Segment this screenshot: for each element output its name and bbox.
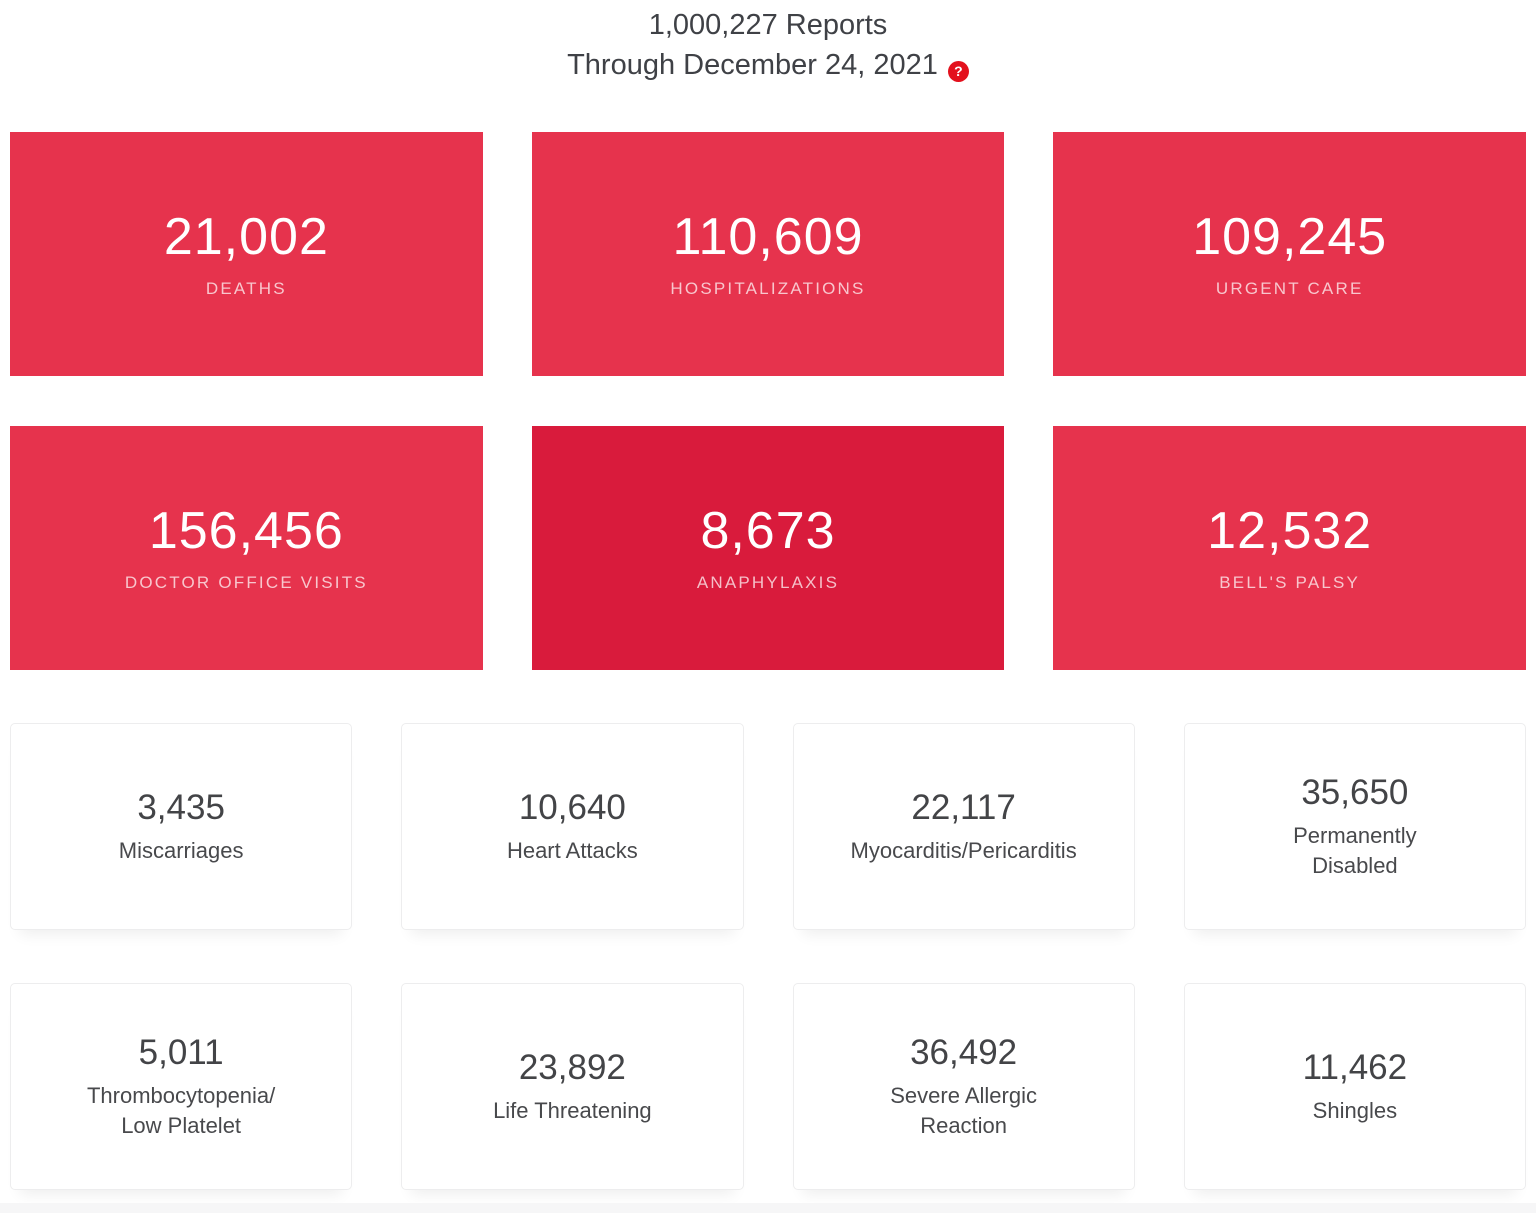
report-count-title: 1,000,227 Reports (648, 9, 888, 41)
stat-label: URGENT CARE (1215, 279, 1364, 299)
stat-value: 22,117 (911, 788, 1016, 827)
stat-label: ANAPHYLAXIS (696, 573, 840, 593)
stat-label: Heart Attacks (506, 838, 638, 863)
stat-label: DOCTOR OFFICE VISITS (124, 573, 368, 593)
stat-value: 10,640 (518, 788, 626, 827)
stat-card-urgent-care: 109,245 URGENT CARE (1053, 132, 1527, 376)
stat-card-grid: 21,002 DEATHS 110,609 HOSPITALIZATIONS 1… (0, 132, 1536, 1190)
stat-value: 5,011 (138, 1033, 224, 1072)
stat-label: Severe Allergic Reaction (890, 1083, 1037, 1138)
stat-card-life-threatening: 23,892 Life Threatening (401, 983, 744, 1190)
stat-card-miscarriages: 3,435 Miscarriages (10, 723, 353, 930)
stat-label: HOSPITALIZATIONS (670, 279, 866, 299)
report-summary-header: 1,000,227 Reports Through December 24, 2… (0, 0, 1536, 85)
stat-label: Miscarriages (118, 838, 244, 863)
stat-label: Permanently Disabled (1293, 823, 1417, 878)
stat-value: 11,462 (1302, 1048, 1408, 1087)
stat-card-shingles: 11,462 Shingles (1183, 983, 1526, 1190)
stat-card-deaths: 21,002 DEATHS (10, 132, 483, 376)
stat-card-heart-attacks: 10,640 Heart Attacks (401, 723, 744, 930)
stat-label: Thrombocytopenia/ Low Platelet (86, 1083, 276, 1138)
stat-value: 12,532 (1207, 501, 1373, 560)
help-question-icon[interactable]: ? (947, 60, 969, 82)
stat-label: BELL'S PALSY (1219, 573, 1361, 593)
red-stats-row-1: 21,002 DEATHS 110,609 HOSPITALIZATIONS 1… (10, 132, 1527, 376)
stat-value: 110,609 (672, 207, 864, 266)
stat-value: 21,002 (163, 207, 329, 266)
stat-value: 8,673 (700, 501, 836, 560)
white-stats-row-1: 3,435 Miscarriages 10,640 Heart Attacks … (10, 723, 1526, 930)
white-stats-row-2: 5,011 Thrombocytopenia/ Low Platelet 23,… (10, 983, 1526, 1190)
stat-label: Life Threatening (493, 1098, 652, 1123)
red-stats-row-2: 156,456 DOCTOR OFFICE VISITS 8,673 ANAPH… (10, 426, 1527, 670)
stat-value: 109,245 (1192, 207, 1388, 266)
stat-card-anaphylaxis: 8,673 ANAPHYLAXIS (531, 426, 1005, 670)
stat-value: 3,435 (137, 788, 225, 827)
stat-label: Myocarditis/Pericarditis (850, 838, 1077, 863)
stat-value: 23,892 (518, 1048, 626, 1087)
stat-value: 36,492 (910, 1033, 1018, 1072)
stat-value: 35,650 (1301, 773, 1409, 812)
stat-card-doctor-office-visits: 156,456 DOCTOR OFFICE VISITS (10, 426, 483, 670)
stat-label: DEATHS (205, 279, 287, 299)
stat-value: 156,456 (148, 501, 344, 560)
report-through-date: Through December 24, 2021 (567, 49, 938, 81)
stat-card-bells-palsy: 12,532 BELL'S PALSY (1053, 426, 1527, 670)
report-date-line: Through December 24, 2021? (0, 45, 1536, 85)
stat-card-severe-allergic-reaction: 36,492 Severe Allergic Reaction (792, 983, 1135, 1190)
stat-card-myocarditis-pericarditis: 22,117 Myocarditis/Pericarditis (792, 723, 1135, 930)
next-section-edge (0, 1203, 1536, 1213)
stat-card-thrombocytopenia: 5,011 Thrombocytopenia/ Low Platelet (10, 983, 353, 1190)
stat-card-hospitalizations: 110,609 HOSPITALIZATIONS (531, 132, 1005, 376)
stat-label: Shingles (1312, 1098, 1398, 1123)
stat-card-permanently-disabled: 35,650 Permanently Disabled (1183, 723, 1526, 930)
